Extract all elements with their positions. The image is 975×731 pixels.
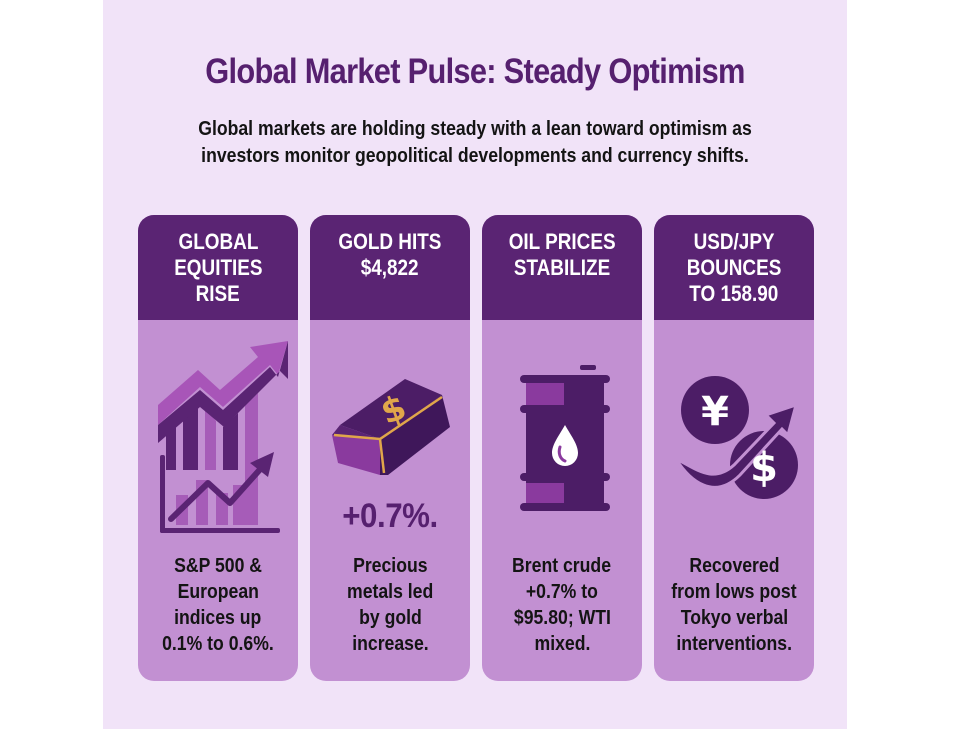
card-heading-line: USD/JPY: [693, 229, 775, 254]
card-heading-line: OIL PRICES: [508, 229, 616, 254]
page-title: Global Market Pulse: Steady Optimism: [205, 52, 745, 91]
card-heading-line: GLOBAL: [178, 229, 258, 254]
card-heading-line: $4,822: [361, 255, 419, 280]
card-body-line: $95.80; WTI: [513, 606, 611, 629]
oil-barrel-icon: [482, 335, 642, 535]
card-body-line: interventions.: [676, 632, 792, 655]
card-heading-line: GOLD HITS: [338, 229, 442, 254]
card-usd-jpy: USD/JPY BOUNCES TO 158.90 ¥ $ Recovered …: [654, 215, 814, 681]
card-heading-line: BOUNCES: [686, 255, 782, 280]
card-heading-line: EQUITIES: [173, 255, 263, 280]
card-body-line: Brent crude: [512, 554, 612, 577]
card-body-line: mixed.: [534, 632, 590, 655]
card-header: USD/JPY BOUNCES TO 158.90: [654, 215, 814, 320]
infographic-poster: Global Market Pulse: Steady Optimism Glo…: [103, 0, 847, 729]
card-gold: GOLD HITS $4,822 $ +0.7%. Precious me: [310, 215, 470, 681]
card-body-line: Precious: [352, 554, 428, 577]
card-body-line: increase.: [351, 632, 429, 655]
card-body-line: from lows post: [671, 580, 797, 603]
subtitle-line-2: investors monitor geopolitical developme…: [201, 144, 749, 167]
card-body-line: metals led: [346, 580, 434, 603]
svg-text:$: $: [750, 445, 778, 491]
card-heading-line: STABILIZE: [513, 255, 611, 280]
page-subtitle: Global markets are holding steady with a…: [155, 115, 795, 169]
card-body-line: Tokyo verbal: [680, 606, 788, 629]
gold-bar-icon: $: [310, 335, 470, 535]
card-body-line: S&P 500 &: [174, 554, 262, 577]
yen-dollar-exchange-icon: ¥ $: [654, 335, 814, 535]
svg-text:¥: ¥: [701, 389, 729, 435]
card-header: GOLD HITS $4,822: [310, 215, 470, 320]
card-body-line: European: [177, 580, 259, 603]
card-header: GLOBAL EQUITIES RISE: [138, 215, 298, 320]
card-body-line: Recovered: [688, 554, 780, 577]
card-heading-line: RISE: [195, 281, 241, 306]
card-heading-line: TO 158.90: [689, 281, 779, 306]
card-body-line: indices up: [174, 606, 262, 629]
card-body-line: 0.1% to 0.6%.: [162, 632, 274, 655]
card-body-line: by gold: [358, 606, 422, 629]
subtitle-line-1: Global markets are holding steady with a…: [198, 117, 752, 140]
card-header: OIL PRICES STABILIZE: [482, 215, 642, 320]
rising-bar-chart-icon: [138, 335, 298, 535]
card-description: S&P 500 & European indices up 0.1% to 0.…: [138, 553, 298, 657]
gold-change-stat: +0.7%.: [342, 497, 438, 535]
card-description: Precious metals led by gold increase.: [310, 553, 470, 657]
card-description: Brent crude +0.7% to $95.80; WTI mixed.: [482, 553, 642, 657]
card-oil: OIL PRICES STABILIZE Brent crude: [482, 215, 642, 681]
card-description: Recovered from lows post Tokyo verbal in…: [654, 553, 814, 657]
card-global-equities: GLOBAL EQUITIES RISE: [138, 215, 298, 681]
card-body-line: +0.7% to: [525, 580, 599, 603]
